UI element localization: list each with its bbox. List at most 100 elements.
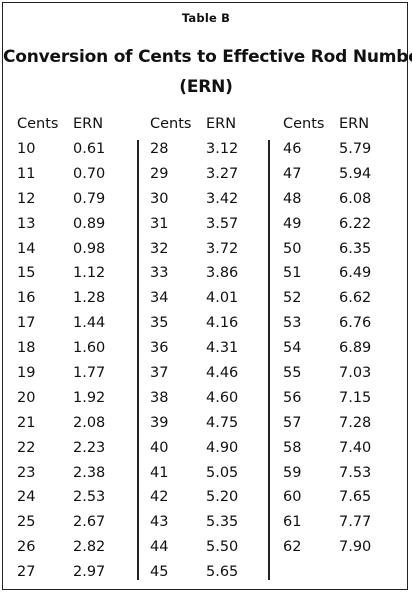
column-header-row: Cents ERN bbox=[148, 112, 273, 136]
ern-value: 4.01 bbox=[206, 290, 239, 307]
table-row: 14 0.98 bbox=[15, 237, 140, 262]
table-row: 60 7.65 bbox=[281, 485, 406, 510]
table-row: 51 6.49 bbox=[281, 261, 406, 286]
ern-value: 2.38 bbox=[73, 464, 106, 481]
ern-value: 6.89 bbox=[339, 340, 372, 357]
cents-value: 40 bbox=[150, 439, 169, 456]
cents-value: 32 bbox=[150, 240, 169, 257]
table-row: 10 0.61 bbox=[15, 137, 140, 162]
ern-value: 2.53 bbox=[73, 489, 106, 506]
column-group-2: Cents ERN 28 3.12 29 3.27 30 3.42 31 3.57 32 3.72… bbox=[148, 112, 273, 585]
ern-value: 2.67 bbox=[73, 514, 106, 531]
ern-value: 3.72 bbox=[206, 240, 239, 257]
table-row: 19 1.77 bbox=[15, 361, 140, 386]
table-row: 62 7.90 bbox=[281, 535, 406, 560]
ern-value: 2.08 bbox=[73, 414, 106, 431]
table-row: 61 7.77 bbox=[281, 510, 406, 535]
table-row: 40 4.90 bbox=[148, 436, 273, 461]
cents-value: 50 bbox=[283, 240, 302, 257]
ern-value: 7.90 bbox=[339, 539, 372, 556]
ern-header: ERN bbox=[206, 116, 237, 132]
cents-value: 16 bbox=[17, 290, 36, 307]
ern-value: 4.16 bbox=[206, 315, 239, 332]
ern-value: 5.65 bbox=[206, 564, 239, 581]
table-row: 27 2.97 bbox=[15, 560, 140, 585]
table-row: 24 2.53 bbox=[15, 485, 140, 510]
table-row: 38 4.60 bbox=[148, 386, 273, 411]
table-row: 37 4.46 bbox=[148, 361, 273, 386]
table-row: 59 7.53 bbox=[281, 461, 406, 486]
cents-value: 51 bbox=[283, 265, 302, 282]
ern-value: 3.86 bbox=[206, 265, 239, 282]
cents-value: 46 bbox=[283, 141, 302, 157]
cents-value: 57 bbox=[283, 414, 302, 431]
cents-value: 29 bbox=[150, 165, 169, 182]
ern-header: ERN bbox=[339, 116, 370, 132]
ern-value: 6.08 bbox=[339, 190, 372, 207]
cents-value: 60 bbox=[283, 489, 302, 506]
ern-value: 1.28 bbox=[73, 290, 106, 307]
table-title: Conversion of Cents to Effective Rod Num… bbox=[3, 47, 412, 67]
table-row: 30 3.42 bbox=[148, 187, 273, 212]
cents-value: 12 bbox=[17, 190, 36, 207]
ern-value: 0.89 bbox=[73, 215, 106, 232]
table-row: 54 6.89 bbox=[281, 336, 406, 361]
cents-value: 22 bbox=[17, 439, 36, 456]
cents-value: 11 bbox=[17, 165, 36, 182]
cents-value: 24 bbox=[17, 489, 36, 506]
column-group-3: Cents ERN 46 5.79 47 5.94 48 6.08 49 6.22 50 6.35… bbox=[281, 112, 406, 560]
table-row: 23 2.38 bbox=[15, 461, 140, 486]
table-row: 29 3.27 bbox=[148, 162, 273, 187]
column-header-row: Cents ERN bbox=[15, 112, 140, 136]
table-row: 57 7.28 bbox=[281, 411, 406, 436]
cents-value: 56 bbox=[283, 389, 302, 406]
table-row: 26 2.82 bbox=[15, 535, 140, 560]
ern-value: 4.75 bbox=[206, 414, 239, 431]
table-row: 45 5.65 bbox=[148, 560, 273, 585]
cents-value: 44 bbox=[150, 539, 169, 556]
table-row: 48 6.08 bbox=[281, 187, 406, 212]
cents-value: 20 bbox=[17, 389, 36, 406]
ern-value: 6.76 bbox=[339, 315, 372, 332]
cents-value: 35 bbox=[150, 315, 169, 332]
ern-value: 3.42 bbox=[206, 190, 239, 207]
table-row: 20 1.92 bbox=[15, 386, 140, 411]
ern-value: 4.90 bbox=[206, 439, 239, 456]
table-row: 25 2.67 bbox=[15, 510, 140, 535]
table-row: 53 6.76 bbox=[281, 311, 406, 336]
ern-value: 3.57 bbox=[206, 215, 239, 232]
ern-value: 7.65 bbox=[339, 489, 372, 506]
ern-value: 6.22 bbox=[339, 215, 372, 232]
table-row: 18 1.60 bbox=[15, 336, 140, 361]
cents-value: 15 bbox=[17, 265, 36, 282]
column-header-row: Cents ERN bbox=[281, 112, 406, 136]
cents-value: 30 bbox=[150, 190, 169, 207]
table-row: 17 1.44 bbox=[15, 311, 140, 336]
cents-value: 18 bbox=[17, 340, 36, 357]
cents-value: 41 bbox=[150, 464, 169, 481]
ern-value: 2.97 bbox=[73, 564, 106, 581]
cents-header: Cents bbox=[150, 116, 192, 132]
ern-value: 7.77 bbox=[339, 514, 372, 531]
ern-value: 4.46 bbox=[206, 365, 239, 382]
ern-value: 7.28 bbox=[339, 414, 372, 431]
cents-value: 42 bbox=[150, 489, 169, 506]
ern-value: 4.31 bbox=[206, 340, 239, 357]
ern-value: 7.53 bbox=[339, 464, 372, 481]
ern-value: 6.62 bbox=[339, 290, 372, 307]
cents-header: Cents bbox=[283, 116, 325, 132]
cents-value: 27 bbox=[17, 564, 36, 581]
ern-header: ERN bbox=[73, 116, 104, 132]
ern-value: 0.79 bbox=[73, 190, 106, 207]
ern-value: 5.94 bbox=[339, 165, 372, 182]
table-row: 12 0.79 bbox=[15, 187, 140, 212]
table-row: 28 3.12 bbox=[148, 137, 273, 162]
ern-value: 0.61 bbox=[73, 141, 106, 157]
cents-value: 28 bbox=[150, 141, 169, 157]
table-row: 44 5.50 bbox=[148, 535, 273, 560]
table-row: 36 4.31 bbox=[148, 336, 273, 361]
cents-value: 19 bbox=[17, 365, 36, 382]
ern-value: 4.60 bbox=[206, 389, 239, 406]
table-row: 33 3.86 bbox=[148, 261, 273, 286]
column-group-1: Cents ERN 10 0.61 11 0.70 12 0.79 13 0.89 14 0.98… bbox=[15, 112, 140, 585]
